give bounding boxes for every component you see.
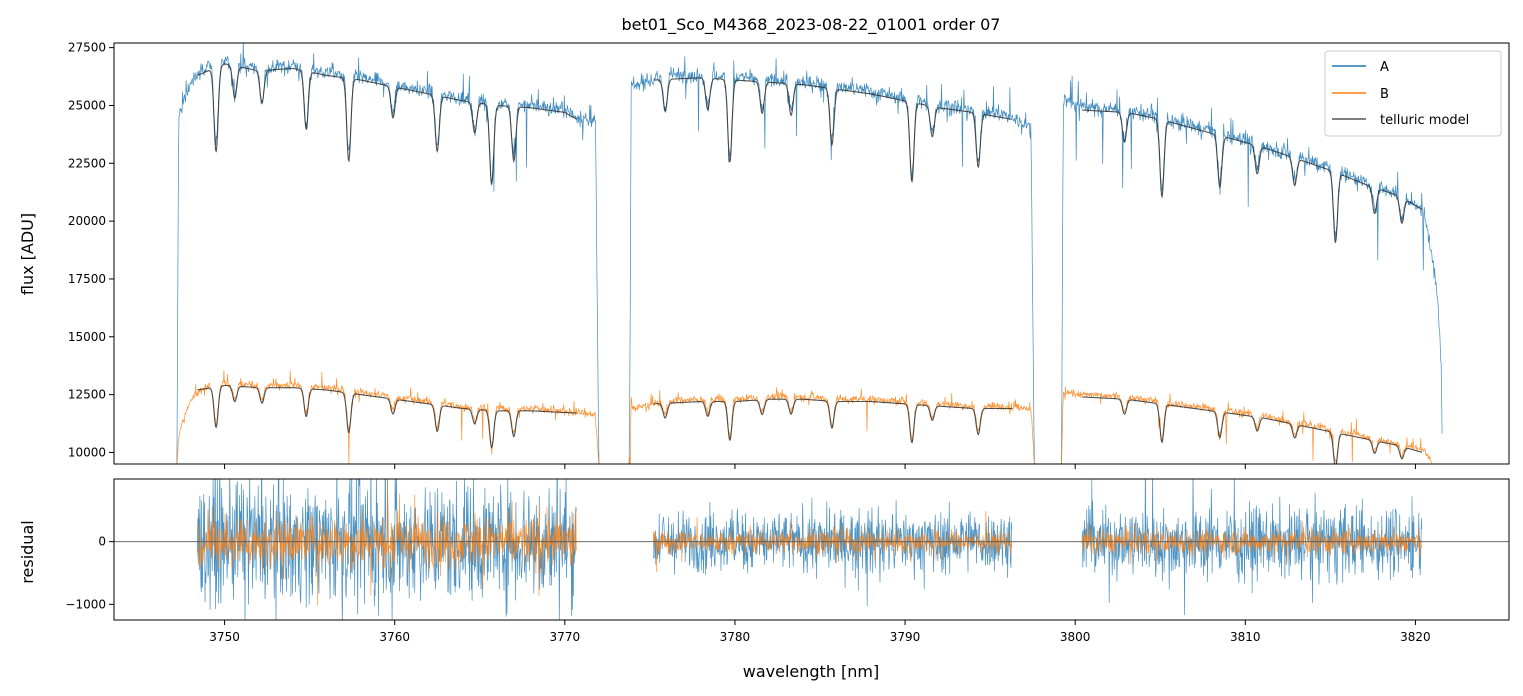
x-tick-label: 3790 (890, 630, 921, 644)
telluric-model-line-0 (197, 63, 577, 186)
residual-a-line-0 (197, 479, 577, 620)
flux-y-tick-label: 22500 (68, 156, 106, 170)
flux-panel-frame (113, 42, 1510, 465)
telluric-model-line-3 (197, 384, 577, 449)
flux-y-tick-label: 25000 (68, 98, 106, 112)
telluric-model-line-2 (1082, 109, 1423, 244)
flux-y-tick-label: 17500 (68, 272, 106, 286)
x-tick-label: 3820 (1400, 630, 1431, 644)
legend-label-b: B (1380, 87, 1389, 102)
x-tick-label: 3800 (1060, 630, 1091, 644)
x-tick-label: 3770 (550, 630, 581, 644)
x-tick-label: 3750 (209, 630, 240, 644)
telluric-model-line-4 (653, 398, 1013, 444)
flux-y-tick-label: 20000 (68, 214, 106, 228)
x-axis-label: wavelength [nm] (743, 662, 880, 681)
flux-y-label: flux [ADU] (18, 213, 37, 295)
residual-y-axis: −1000 0 (65, 535, 114, 611)
flux-x-ticks (224, 464, 1416, 469)
spectrum-a-line (176, 43, 1443, 464)
flux-y-tick-label: 10000 (68, 445, 106, 459)
residual-b-line-2 (1081, 521, 1423, 565)
x-tick-label: 3810 (1230, 630, 1261, 644)
residual-b-line-1 (652, 510, 1013, 573)
flux-y-axis: 10000 12500 15000 17500 20000 22500 25000 27500 (68, 41, 114, 459)
residual-y-tick-label: −1000 (65, 597, 106, 611)
residual-y-label: residual (18, 520, 37, 583)
legend-label-a: A (1380, 60, 1389, 75)
telluric-model-line-1 (653, 77, 1013, 184)
residual-y-tick-label: 0 (98, 535, 106, 549)
x-tick-label: 3760 (379, 630, 410, 644)
legend: A B telluric model (1324, 50, 1502, 137)
residual-b-line-0 (197, 479, 577, 606)
flux-y-tick-label: 15000 (68, 330, 106, 344)
telluric-model-line-5 (1082, 396, 1423, 464)
chart-title: bet01_Sco_M4368_2023-08-22_01001 order 0… (622, 15, 1001, 35)
residual-panel-frame (113, 478, 1510, 621)
flux-y-tick-label: 27500 (68, 41, 106, 55)
flux-y-tick-label: 12500 (68, 388, 106, 402)
x-tick-label: 3780 (720, 630, 751, 644)
legend-label-telluric: telluric model (1380, 113, 1469, 128)
legend-box (1324, 50, 1502, 137)
flux-panel (176, 43, 1443, 464)
residual-panel (114, 479, 1509, 620)
residual-x-axis: 3750 3760 3770 3780 3790 3800 3810 3820 (209, 620, 1431, 644)
